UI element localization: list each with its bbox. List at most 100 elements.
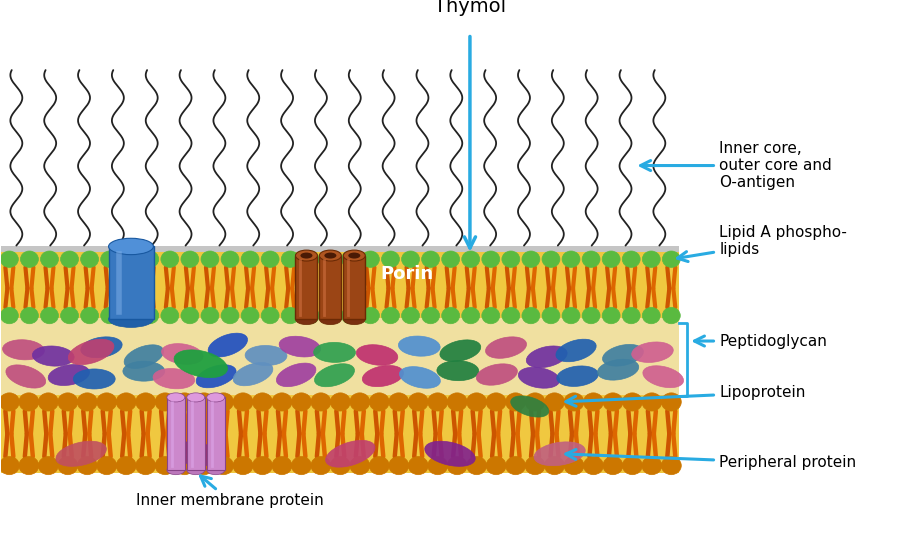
Ellipse shape <box>109 238 153 255</box>
Ellipse shape <box>632 342 673 362</box>
Circle shape <box>506 393 526 411</box>
Circle shape <box>603 456 623 475</box>
Bar <box>2 467 680 535</box>
Ellipse shape <box>73 369 115 389</box>
Circle shape <box>81 251 99 267</box>
Circle shape <box>622 251 640 267</box>
Circle shape <box>19 456 39 475</box>
Circle shape <box>362 307 380 324</box>
Circle shape <box>482 251 500 267</box>
Ellipse shape <box>166 466 184 475</box>
Bar <box>295 256 318 319</box>
Circle shape <box>0 251 18 267</box>
Ellipse shape <box>81 337 122 358</box>
Circle shape <box>261 307 279 324</box>
Circle shape <box>642 456 662 475</box>
Ellipse shape <box>245 345 287 366</box>
Circle shape <box>272 456 292 475</box>
Circle shape <box>233 393 253 411</box>
Ellipse shape <box>32 346 74 366</box>
Circle shape <box>321 307 339 324</box>
Circle shape <box>161 251 179 267</box>
Circle shape <box>281 307 299 324</box>
Ellipse shape <box>196 365 236 388</box>
Ellipse shape <box>518 367 560 388</box>
Ellipse shape <box>436 361 479 381</box>
Ellipse shape <box>556 339 596 362</box>
Circle shape <box>662 251 680 267</box>
Circle shape <box>486 456 506 475</box>
Text: Peptidoglycan: Peptidoglycan <box>695 333 827 349</box>
Ellipse shape <box>207 393 225 402</box>
Ellipse shape <box>425 441 475 466</box>
Ellipse shape <box>49 365 89 386</box>
Ellipse shape <box>123 361 165 381</box>
Circle shape <box>310 456 331 475</box>
Circle shape <box>181 251 199 267</box>
Circle shape <box>302 307 319 324</box>
Ellipse shape <box>295 314 318 325</box>
Ellipse shape <box>3 340 44 360</box>
Ellipse shape <box>510 396 549 417</box>
Bar <box>187 397 205 470</box>
Circle shape <box>201 307 219 324</box>
Circle shape <box>421 307 439 324</box>
Circle shape <box>583 393 603 411</box>
Ellipse shape <box>324 252 337 258</box>
Ellipse shape <box>440 340 481 361</box>
Circle shape <box>96 393 117 411</box>
Circle shape <box>310 393 331 411</box>
Circle shape <box>462 251 480 267</box>
Circle shape <box>467 393 487 411</box>
Ellipse shape <box>557 366 598 387</box>
Circle shape <box>389 393 409 411</box>
Ellipse shape <box>326 440 375 467</box>
Circle shape <box>302 251 319 267</box>
Circle shape <box>101 307 119 324</box>
Circle shape <box>643 251 661 267</box>
Circle shape <box>522 307 540 324</box>
Circle shape <box>442 307 460 324</box>
Ellipse shape <box>207 466 225 475</box>
Circle shape <box>350 393 370 411</box>
Ellipse shape <box>301 252 312 258</box>
Ellipse shape <box>534 442 585 466</box>
Circle shape <box>350 456 370 475</box>
Circle shape <box>502 307 520 324</box>
Circle shape <box>462 307 480 324</box>
Circle shape <box>155 393 176 411</box>
Circle shape <box>77 393 97 411</box>
Circle shape <box>0 456 19 475</box>
Ellipse shape <box>343 250 365 261</box>
Ellipse shape <box>476 364 518 385</box>
Circle shape <box>60 251 78 267</box>
Circle shape <box>602 307 620 324</box>
Circle shape <box>221 251 239 267</box>
Circle shape <box>428 393 447 411</box>
Ellipse shape <box>343 314 365 325</box>
Circle shape <box>321 251 339 267</box>
Circle shape <box>213 393 233 411</box>
Ellipse shape <box>276 363 316 387</box>
Ellipse shape <box>526 346 567 368</box>
Circle shape <box>0 307 18 324</box>
Circle shape <box>623 456 643 475</box>
Ellipse shape <box>6 365 46 388</box>
Circle shape <box>194 456 214 475</box>
Circle shape <box>181 307 199 324</box>
Ellipse shape <box>187 393 205 402</box>
Circle shape <box>642 393 662 411</box>
Bar <box>109 246 154 319</box>
Circle shape <box>39 456 58 475</box>
Ellipse shape <box>320 250 341 261</box>
Circle shape <box>447 393 467 411</box>
Circle shape <box>39 393 58 411</box>
Circle shape <box>622 307 640 324</box>
Circle shape <box>369 393 389 411</box>
Circle shape <box>58 393 77 411</box>
Circle shape <box>121 307 139 324</box>
Circle shape <box>486 393 506 411</box>
Ellipse shape <box>170 442 221 466</box>
Bar <box>207 397 225 470</box>
Circle shape <box>161 307 179 324</box>
